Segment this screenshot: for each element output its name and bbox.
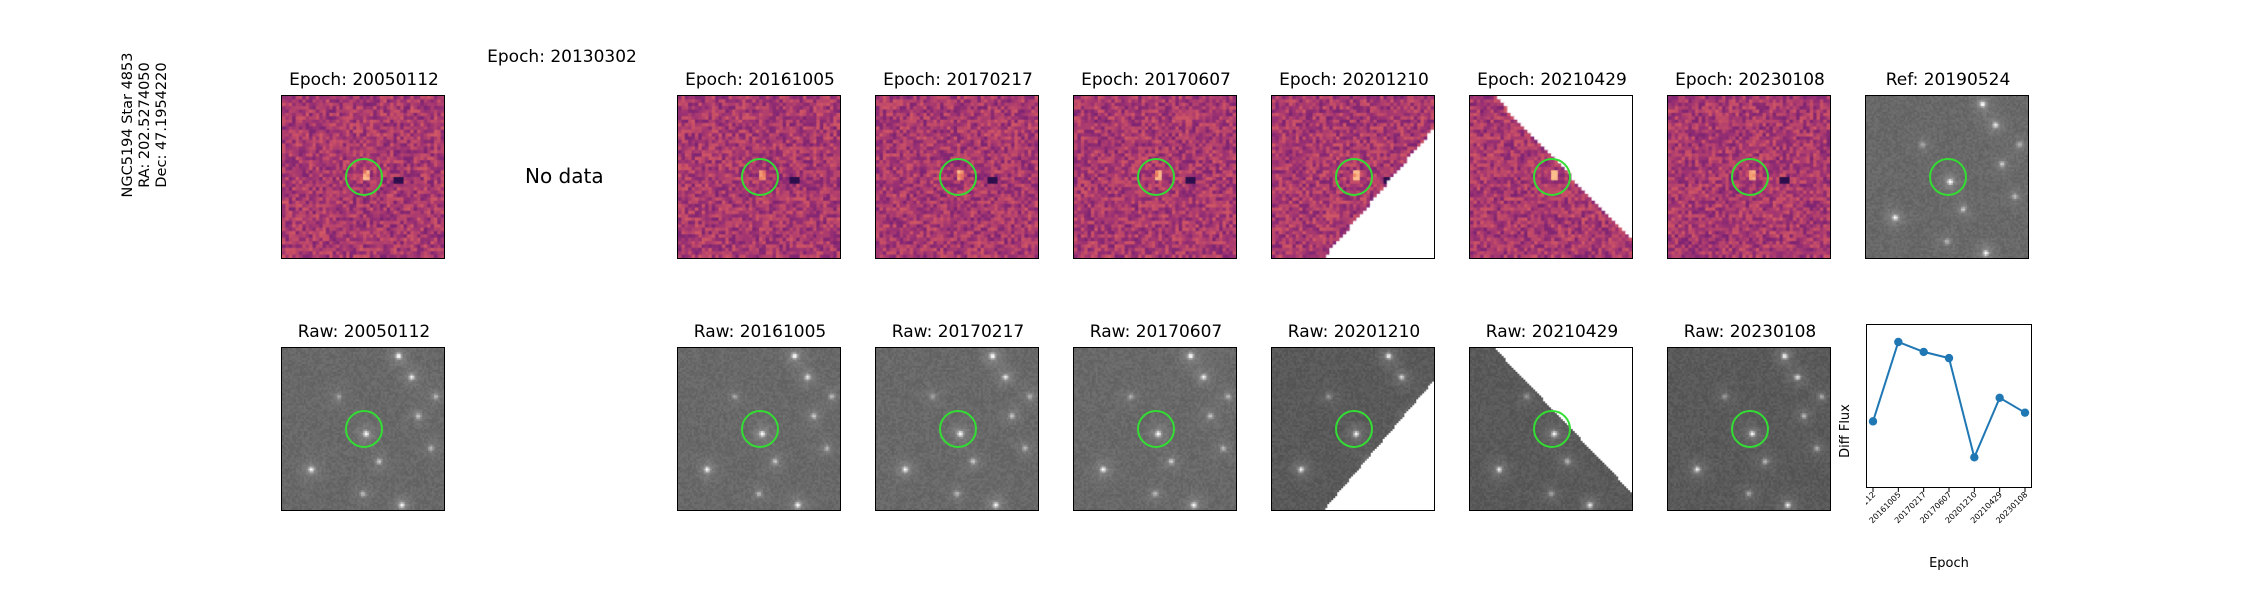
target-label: NGC5194 Star 4853 RA: 202.5274050 Dec: 4…	[120, 45, 180, 205]
raw-panel-6	[1667, 347, 1831, 511]
plot-frame	[1866, 324, 2032, 488]
diff-title-2: Epoch: 20170217	[883, 70, 1033, 90]
data-point	[1970, 453, 1979, 462]
diff-title-6: Epoch: 20230108	[1675, 70, 1825, 90]
target-ring-icon	[1731, 158, 1769, 196]
raw-title-2: Raw: 20170217	[891, 322, 1025, 342]
raw-title-0: Raw: 20050112	[297, 322, 431, 342]
target-ring-icon	[1335, 158, 1373, 196]
target-ring-icon	[1533, 158, 1571, 196]
data-point	[1995, 393, 2004, 402]
target-ring-icon	[741, 410, 779, 448]
target-dec: Dec: 47.1954220	[154, 62, 170, 188]
data-point	[1944, 353, 1954, 363]
diff-title-0: Epoch: 20050112	[289, 70, 439, 90]
target-ra: RA: 202.5274050	[137, 62, 153, 188]
raw-title-6: Raw: 20230108	[1683, 322, 1817, 342]
data-point	[1868, 417, 1878, 426]
data-point	[1919, 347, 1928, 357]
raw-panel-2	[875, 347, 1039, 511]
data-point	[2020, 408, 2030, 417]
diff-panel-3	[1073, 95, 1237, 259]
diff-panel-1	[677, 95, 841, 259]
target-ring-icon	[1137, 158, 1175, 196]
target-ring-icon	[741, 158, 779, 196]
x-axis-label: Epoch	[1929, 556, 1969, 570]
light-curve-chart: 2005011220161005201702172017060720201210…	[1866, 324, 2032, 570]
raw-title-1: Raw: 20161005	[693, 322, 827, 342]
target-ring-icon	[939, 410, 977, 448]
diff-panel-6	[1667, 95, 1831, 259]
target-name: NGC5194 Star 4853	[120, 52, 136, 198]
diff-title-5: Epoch: 20210429	[1477, 70, 1627, 90]
diff-panel-4	[1271, 95, 1435, 259]
raw-panel-1	[677, 347, 841, 511]
target-ring-icon	[345, 410, 383, 448]
raw-panel-3	[1073, 347, 1237, 511]
target-ring-icon	[345, 158, 383, 196]
no-data-message: No data	[525, 164, 604, 188]
ref-title: Ref: 20190524	[1885, 70, 2011, 90]
raw-panel-5	[1469, 347, 1633, 511]
diff-panel-0	[281, 95, 445, 259]
diff-title-4: Epoch: 20201210	[1279, 70, 1429, 90]
diff-title-3: Epoch: 20170607	[1081, 70, 1231, 90]
raw-title-5: Raw: 20210429	[1485, 322, 1619, 342]
ref-panel	[1865, 95, 2029, 259]
data-point	[1894, 337, 1903, 347]
diff-panel-5	[1469, 95, 1633, 259]
raw-title-4: Raw: 20201210	[1287, 322, 1421, 342]
target-ring-icon	[1137, 410, 1175, 448]
target-ring-icon	[939, 158, 977, 196]
target-ring-icon	[1929, 158, 1967, 196]
no-data-title: Epoch: 20130302	[487, 47, 637, 67]
diff-title-1: Epoch: 20161005	[685, 70, 835, 90]
raw-panel-0	[281, 347, 445, 511]
series-0	[1868, 337, 2030, 462]
diff-panel-2	[875, 95, 1039, 259]
target-ring-icon	[1533, 410, 1571, 448]
target-ring-icon	[1335, 410, 1373, 448]
x-axis-ticks: 2005011220161005201702172017060720201210…	[1866, 488, 2029, 525]
y-axis-label: Diff Flux	[1838, 404, 1853, 458]
target-ring-icon	[1731, 410, 1769, 448]
raw-title-3: Raw: 20170607	[1089, 322, 1223, 342]
raw-panel-4	[1271, 347, 1435, 511]
